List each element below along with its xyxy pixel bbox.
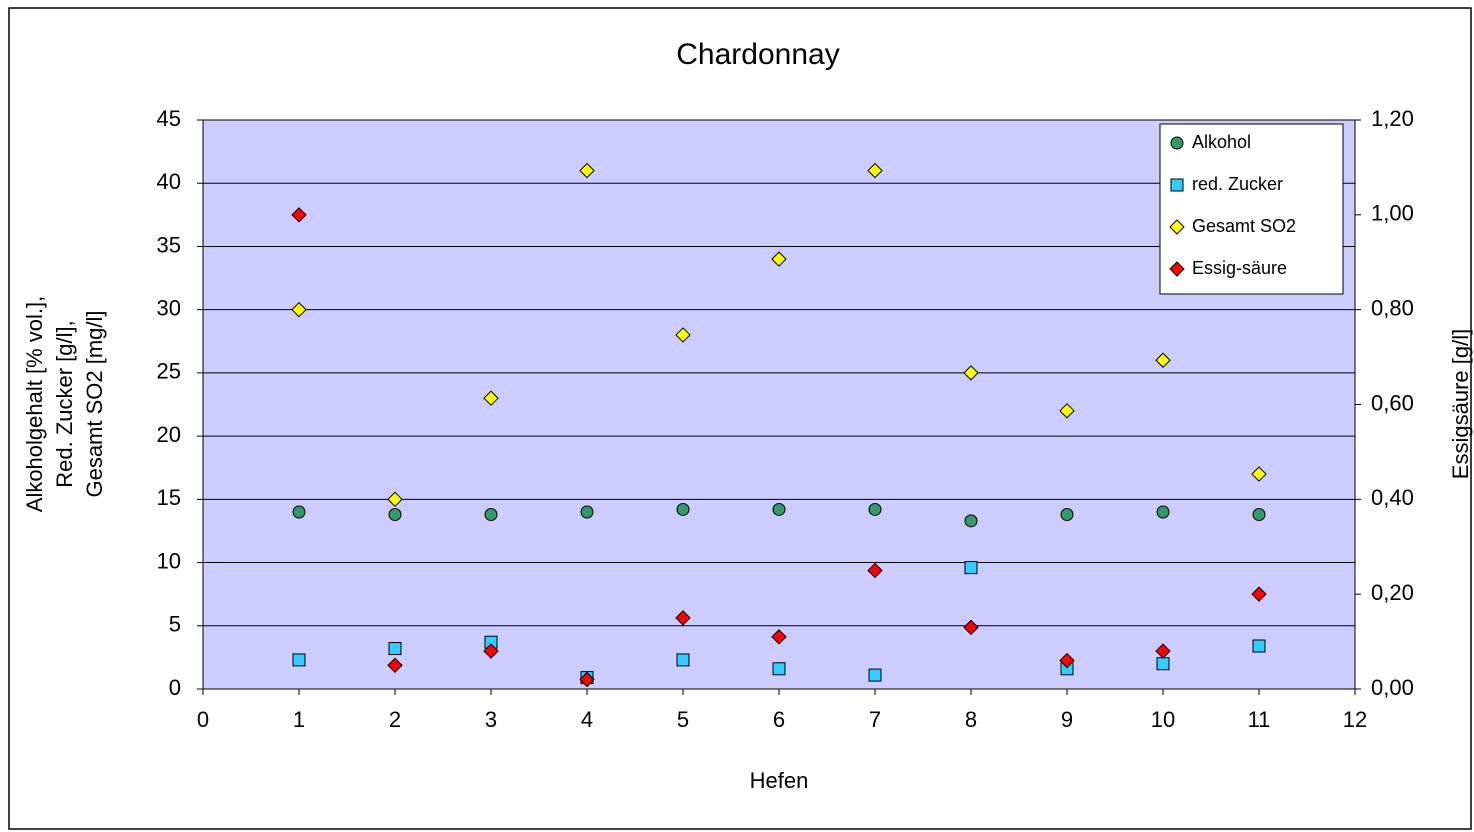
point (387, 657, 403, 673)
y-tick-label: 45 (157, 106, 181, 131)
x-tick-label: 2 (389, 707, 401, 732)
chart-title: Chardonnay (676, 38, 839, 71)
legend-label: red. Zucker (1192, 174, 1283, 194)
legend-marker (1170, 178, 1184, 192)
x-tick-label: 7 (869, 707, 881, 732)
point (772, 502, 786, 516)
point (388, 508, 402, 522)
point (1060, 508, 1074, 522)
point (1252, 508, 1266, 522)
y-tick-label: 15 (157, 485, 181, 510)
y2-tick-label: 0,80 (1371, 295, 1414, 320)
point (676, 653, 690, 667)
point (675, 327, 691, 343)
y-tick-label: 35 (157, 232, 181, 257)
point (292, 505, 306, 519)
point (1155, 643, 1171, 659)
legend-label: Alkohol (1192, 132, 1251, 152)
y-tick-label: 10 (157, 548, 181, 573)
y2-tick-label: 0,60 (1371, 390, 1414, 415)
x-tick-label: 12 (1343, 707, 1367, 732)
point (675, 610, 691, 626)
point (1156, 505, 1170, 519)
y-axis-label: Red. Zucker [g/l], (52, 320, 77, 488)
point (388, 642, 402, 656)
point (1252, 639, 1266, 653)
point (483, 390, 499, 406)
point (1059, 403, 1075, 419)
y2-tick-label: 1,20 (1371, 106, 1414, 131)
point (291, 207, 307, 223)
y-tick-label: 40 (157, 169, 181, 194)
legend-marker (1169, 219, 1185, 235)
x-axis-label: Hefen (750, 768, 809, 793)
legend-marker (1169, 261, 1185, 277)
x-tick-label: 1 (293, 707, 305, 732)
point (964, 561, 978, 575)
point (1156, 657, 1170, 671)
point (771, 251, 787, 267)
x-tick-label: 4 (581, 707, 593, 732)
y-tick-label: 5 (169, 612, 181, 637)
x-tick-label: 10 (1151, 707, 1175, 732)
point (963, 365, 979, 381)
point (1155, 352, 1171, 368)
point (868, 668, 882, 682)
x-tick-label: 8 (965, 707, 977, 732)
point (867, 162, 883, 179)
y-tick-label: 0 (169, 675, 181, 700)
x-tick-label: 0 (197, 707, 209, 732)
point (1251, 466, 1267, 482)
x-tick-label: 11 (1248, 707, 1271, 732)
point (579, 671, 595, 688)
y2-tick-label: 0,20 (1371, 580, 1414, 605)
point (483, 643, 499, 659)
point (867, 562, 883, 579)
point (484, 508, 498, 522)
y-tick-label: 20 (157, 422, 181, 447)
point (1059, 652, 1075, 669)
legend-box (1159, 123, 1344, 295)
point (387, 491, 403, 508)
y-axis-label: Gesamt SO2 [mg/l] (82, 310, 107, 497)
point (676, 502, 690, 516)
point (579, 162, 595, 179)
x-tick-label: 9 (1061, 707, 1073, 732)
y2-tick-label: 1,00 (1371, 201, 1414, 226)
x-tick-label: 3 (485, 707, 497, 732)
point (580, 505, 594, 519)
x-tick-label: 6 (773, 707, 785, 732)
point (868, 502, 882, 516)
y2-tick-label: 0,40 (1371, 485, 1414, 510)
y-tick-label: 30 (157, 295, 181, 320)
y-tick-label: 25 (157, 359, 181, 384)
x-tick-label: 5 (677, 707, 689, 732)
point (291, 301, 307, 318)
point (292, 653, 306, 667)
legend-label: Gesamt SO2 (1192, 216, 1296, 236)
y2-axis-label: Essigsäure [g/l] (1448, 329, 1473, 479)
point (964, 514, 978, 528)
point (1251, 586, 1267, 602)
legend-marker (1170, 136, 1184, 150)
point (771, 629, 787, 645)
y-axis-label: Alkoholgehalt [% vol.], (22, 296, 47, 512)
y2-tick-label: 0,00 (1371, 675, 1414, 700)
point (963, 619, 979, 636)
legend-label: Essig-säure (1192, 258, 1287, 278)
point (772, 662, 786, 676)
